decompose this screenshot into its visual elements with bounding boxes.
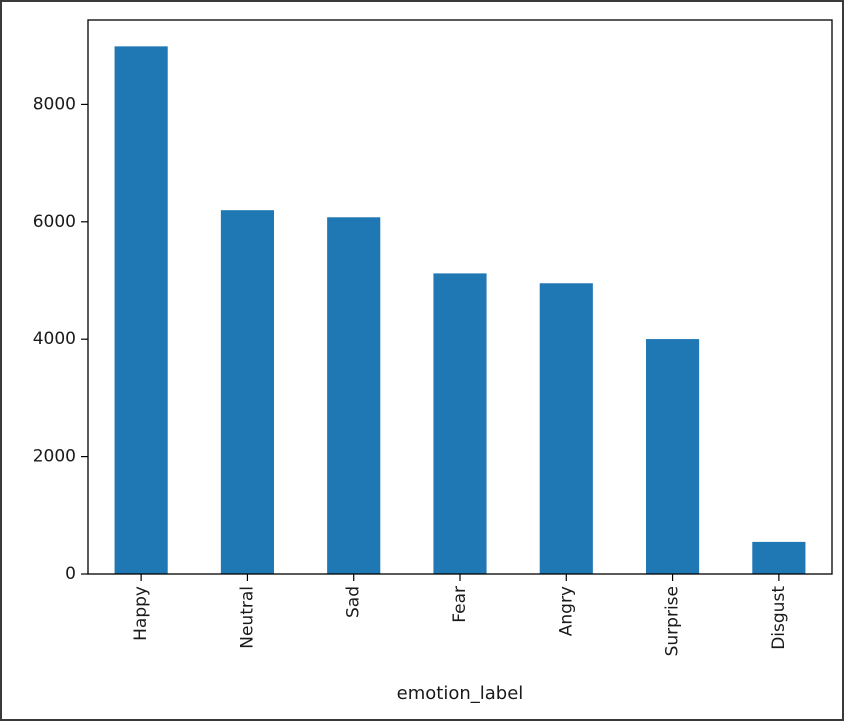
bars-group bbox=[114, 46, 806, 575]
y-tick-label: 6000 bbox=[33, 212, 76, 232]
bar-surprise bbox=[646, 339, 700, 574]
x-axis: Happy Neutral Sad Fear Angry Surprise Disgust bbox=[131, 574, 789, 656]
bar-disgust bbox=[752, 541, 806, 574]
x-tick-label: Neutral bbox=[237, 586, 257, 649]
x-tick-label: Surprise bbox=[663, 586, 683, 656]
y-axis: 0 2000 4000 6000 8000 bbox=[33, 94, 88, 584]
x-axis-title: emotion_label bbox=[397, 683, 524, 704]
x-tick-label: Sad bbox=[344, 586, 364, 618]
x-tick-label: Fear bbox=[450, 586, 470, 623]
y-tick-label: 2000 bbox=[33, 447, 76, 467]
bar-happy bbox=[114, 46, 168, 575]
x-tick-label: Angry bbox=[556, 586, 576, 636]
bar-sad bbox=[327, 217, 381, 574]
bar-fear bbox=[433, 273, 487, 574]
y-tick-label: 8000 bbox=[33, 94, 76, 114]
x-tick-label: Happy bbox=[131, 586, 151, 641]
bar-angry bbox=[539, 283, 593, 574]
bar-neutral bbox=[220, 210, 274, 574]
y-tick-label: 0 bbox=[65, 564, 76, 584]
x-tick-label: Disgust bbox=[769, 586, 789, 650]
y-tick-label: 4000 bbox=[33, 329, 76, 349]
